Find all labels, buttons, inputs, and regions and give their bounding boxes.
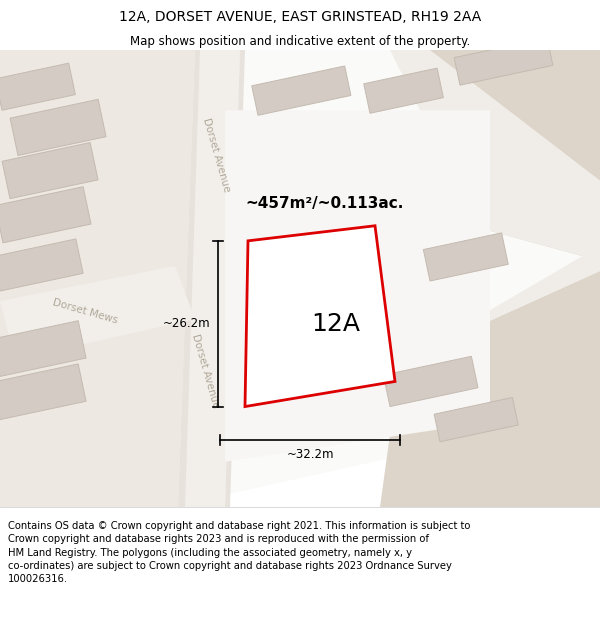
Text: Dorset Mews: Dorset Mews — [51, 297, 119, 325]
Polygon shape — [364, 68, 443, 113]
Polygon shape — [245, 226, 395, 406]
Polygon shape — [178, 50, 200, 507]
Text: ~457m²/~0.113ac.: ~457m²/~0.113ac. — [245, 196, 403, 211]
Polygon shape — [434, 398, 518, 442]
Polygon shape — [0, 364, 86, 419]
Polygon shape — [0, 321, 86, 376]
Text: Map shows position and indicative extent of the property.: Map shows position and indicative extent… — [130, 35, 470, 48]
Polygon shape — [420, 50, 600, 261]
Polygon shape — [120, 50, 600, 507]
Polygon shape — [380, 271, 600, 507]
Polygon shape — [424, 233, 508, 281]
Polygon shape — [454, 38, 553, 85]
Polygon shape — [2, 142, 98, 199]
Polygon shape — [380, 246, 600, 361]
Polygon shape — [0, 239, 83, 291]
Text: ~32.2m: ~32.2m — [286, 448, 334, 461]
Polygon shape — [10, 99, 106, 156]
Polygon shape — [390, 50, 600, 261]
Text: Contains OS data © Crown copyright and database right 2021. This information is : Contains OS data © Crown copyright and d… — [8, 521, 470, 584]
Polygon shape — [0, 50, 195, 507]
Text: Dorset Avenue: Dorset Avenue — [200, 118, 232, 194]
Polygon shape — [383, 356, 478, 406]
Polygon shape — [0, 266, 195, 359]
Polygon shape — [0, 63, 76, 110]
Polygon shape — [225, 110, 490, 462]
Text: ~26.2m: ~26.2m — [163, 318, 210, 330]
Text: 12A, DORSET AVENUE, EAST GRINSTEAD, RH19 2AA: 12A, DORSET AVENUE, EAST GRINSTEAD, RH19… — [119, 10, 481, 24]
Polygon shape — [178, 50, 240, 507]
Text: Dorset Avenue: Dorset Avenue — [190, 333, 220, 409]
Polygon shape — [225, 50, 245, 507]
Polygon shape — [0, 187, 91, 243]
Text: 12A: 12A — [311, 312, 360, 336]
Polygon shape — [252, 66, 351, 115]
